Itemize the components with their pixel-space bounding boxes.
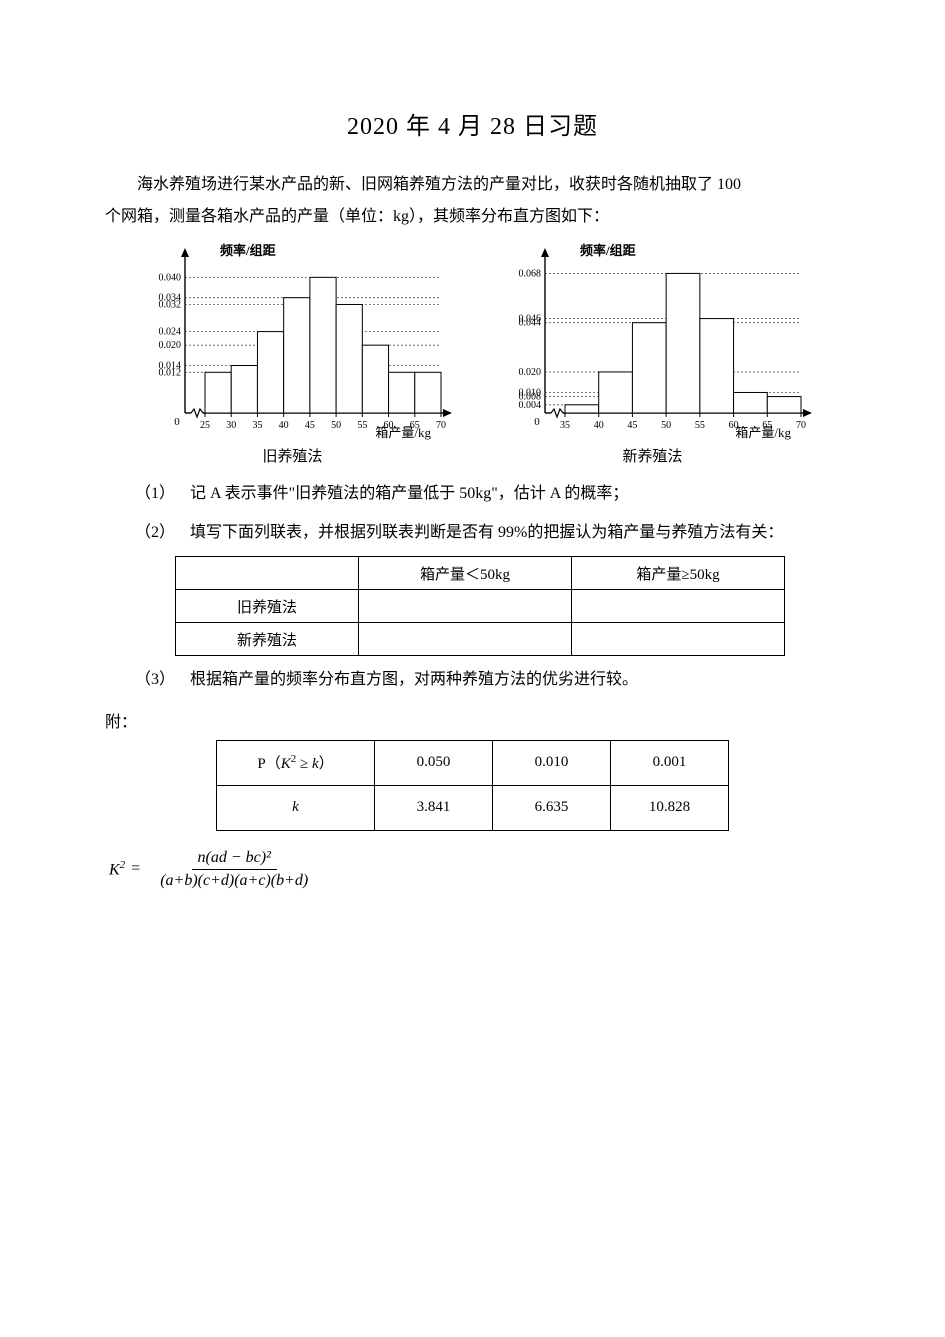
k-val-3: 10.828 bbox=[611, 785, 729, 830]
table-row: 旧养殖法 bbox=[176, 590, 785, 623]
svg-text:0.010: 0.010 bbox=[518, 388, 541, 399]
svg-text:0.024: 0.024 bbox=[158, 327, 181, 338]
svg-text:0.014: 0.014 bbox=[158, 361, 181, 372]
q3-number: （3） bbox=[135, 662, 190, 697]
table-row: P（K2 ≥ k） 0.050 0.010 0.001 bbox=[217, 740, 729, 785]
q1-text: 记 A 表示事件"旧养殖法的箱产量低于 50kg"，估计 A 的概率； bbox=[190, 476, 840, 511]
formula-eq: = bbox=[131, 860, 140, 878]
table-row-new: 新养殖法 bbox=[176, 623, 359, 656]
new-method-histogram: 频率/组距箱产量/kg00.0040.0080.0100.0200.0440.0… bbox=[493, 241, 813, 441]
page-root: 2020 年 4 月 28 日习题 海水养殖场进行某水产品的新、旧网箱养殖方法的… bbox=[0, 0, 945, 950]
table-cell bbox=[359, 623, 572, 656]
new-chart-caption: 新养殖法 bbox=[622, 445, 682, 466]
svg-text:45: 45 bbox=[304, 420, 314, 431]
svg-text:0: 0 bbox=[534, 416, 540, 428]
q1-number: （1） bbox=[135, 476, 190, 511]
q2-number: （2） bbox=[135, 515, 190, 550]
page-title: 2020 年 4 月 28 日习题 bbox=[105, 106, 840, 141]
old-chart-caption: 旧养殖法 bbox=[262, 445, 322, 466]
svg-text:频率/组距: 频率/组距 bbox=[220, 243, 276, 258]
svg-text:40: 40 bbox=[593, 420, 603, 431]
attachment-label: 附： bbox=[105, 708, 840, 732]
question-list-2: （3） 根据箱产量的频率分布直方图，对两种养殖方法的优劣进行较。 bbox=[105, 662, 840, 697]
question-2: （2） 填写下面列联表，并根据列联表判断是否有 99%的把握认为箱产量与养殖方法… bbox=[135, 515, 840, 550]
table-cell bbox=[359, 590, 572, 623]
svg-text:0.020: 0.020 bbox=[158, 340, 181, 351]
svg-text:频率/组距: 频率/组距 bbox=[580, 243, 636, 258]
table-row: 箱产量＜50kg 箱产量≥50kg bbox=[176, 557, 785, 590]
formula-denominator: (a+b)(c+d)(a+c)(b+d) bbox=[154, 870, 314, 890]
svg-text:0.046: 0.046 bbox=[518, 314, 541, 325]
svg-text:0.068: 0.068 bbox=[518, 268, 541, 279]
intro-line-2: 个网箱，测量各箱水产品的产量（单位：kg），其频率分布直方图如下： bbox=[105, 201, 840, 233]
p-val-2: 0.010 bbox=[493, 740, 611, 785]
old-method-histogram: 频率/组距箱产量/kg00.0120.0140.0200.0240.0320.0… bbox=[133, 241, 453, 441]
svg-text:35: 35 bbox=[252, 420, 262, 431]
svg-text:25: 25 bbox=[200, 420, 210, 431]
svg-text:45: 45 bbox=[627, 420, 637, 431]
table-cell bbox=[572, 623, 785, 656]
svg-text:30: 30 bbox=[226, 420, 236, 431]
table-header-lt50: 箱产量＜50kg bbox=[359, 557, 572, 590]
contingency-table: 箱产量＜50kg 箱产量≥50kg 旧养殖法 新养殖法 bbox=[175, 556, 785, 656]
formula-lhs: K2 bbox=[109, 859, 125, 879]
intro-line-1: 海水养殖场进行某水产品的新、旧网箱养殖方法的产量对比，收获时各随机抽取了 100 bbox=[105, 169, 840, 201]
formula-numerator: n(ad − bc)² bbox=[192, 849, 277, 870]
table2-head-k: k bbox=[217, 785, 375, 830]
question-1: （1） 记 A 表示事件"旧养殖法的箱产量低于 50kg"，估计 A 的概率； bbox=[135, 476, 840, 511]
chi-square-formula: K2 = n(ad − bc)² (a+b)(c+d)(a+c)(b+d) bbox=[109, 849, 840, 890]
table-row: k 3.841 6.635 10.828 bbox=[217, 785, 729, 830]
svg-text:70: 70 bbox=[436, 420, 446, 431]
table-cell bbox=[572, 590, 785, 623]
svg-text:55: 55 bbox=[357, 420, 367, 431]
svg-text:65: 65 bbox=[409, 420, 419, 431]
p-val-1: 0.050 bbox=[375, 740, 493, 785]
svg-text:0.034: 0.034 bbox=[158, 293, 181, 304]
table-header-ge50: 箱产量≥50kg bbox=[572, 557, 785, 590]
svg-text:50: 50 bbox=[661, 420, 671, 431]
svg-text:70: 70 bbox=[796, 420, 806, 431]
formula-fraction: n(ad − bc)² (a+b)(c+d)(a+c)(b+d) bbox=[154, 849, 314, 890]
svg-text:60: 60 bbox=[383, 420, 393, 431]
charts-row: 频率/组距箱产量/kg00.0120.0140.0200.0240.0320.0… bbox=[105, 241, 840, 466]
svg-text:55: 55 bbox=[694, 420, 704, 431]
q2-text: 填写下面列联表，并根据列联表判断是否有 99%的把握认为箱产量与养殖方法有关： bbox=[190, 515, 840, 550]
svg-text:60: 60 bbox=[728, 420, 738, 431]
k-val-2: 6.635 bbox=[493, 785, 611, 830]
table2-head-p: P（K2 ≥ k） bbox=[217, 740, 375, 785]
svg-text:50: 50 bbox=[331, 420, 341, 431]
table-row-old: 旧养殖法 bbox=[176, 590, 359, 623]
formula-K: K bbox=[109, 861, 120, 878]
new-chart-wrap: 频率/组距箱产量/kg00.0040.0080.0100.0200.0440.0… bbox=[493, 241, 813, 466]
svg-text:35: 35 bbox=[560, 420, 570, 431]
critical-value-table: P（K2 ≥ k） 0.050 0.010 0.001 k 3.841 6.63… bbox=[216, 740, 729, 831]
table-cell-blank bbox=[176, 557, 359, 590]
table-row: 新养殖法 bbox=[176, 623, 785, 656]
svg-text:0: 0 bbox=[174, 416, 180, 428]
question-list: （1） 记 A 表示事件"旧养殖法的箱产量低于 50kg"，估计 A 的概率； … bbox=[105, 476, 840, 550]
old-chart-wrap: 频率/组距箱产量/kg00.0120.0140.0200.0240.0320.0… bbox=[133, 241, 453, 466]
svg-text:0.040: 0.040 bbox=[158, 272, 181, 283]
q3-text: 根据箱产量的频率分布直方图，对两种养殖方法的优劣进行较。 bbox=[190, 662, 840, 697]
question-3: （3） 根据箱产量的频率分布直方图，对两种养殖方法的优劣进行较。 bbox=[135, 662, 840, 697]
p-val-3: 0.001 bbox=[611, 740, 729, 785]
svg-text:0.020: 0.020 bbox=[518, 367, 541, 378]
k-val-1: 3.841 bbox=[375, 785, 493, 830]
p-k2-ge-k: P（K2 ≥ k） bbox=[257, 756, 333, 772]
svg-text:40: 40 bbox=[278, 420, 288, 431]
svg-text:65: 65 bbox=[762, 420, 772, 431]
